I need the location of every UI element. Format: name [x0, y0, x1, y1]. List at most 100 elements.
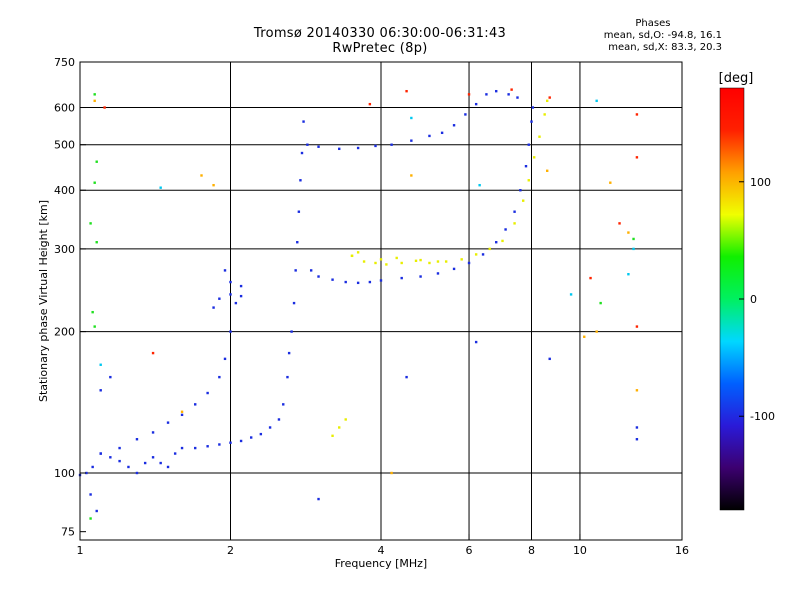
y-tick-label: 400	[54, 184, 75, 197]
data-point	[93, 325, 96, 328]
y-tick-label: 200	[54, 326, 75, 339]
data-point	[223, 269, 227, 272]
data-point	[474, 253, 478, 256]
data-point	[390, 143, 393, 146]
data-point	[488, 247, 491, 251]
x-tick-label: 10	[573, 544, 587, 557]
data-point	[218, 375, 221, 379]
y-tick-label: 600	[54, 102, 75, 115]
data-point	[206, 445, 209, 448]
data-point	[218, 297, 221, 300]
data-point	[374, 144, 377, 148]
data-point	[464, 113, 467, 116]
colorbar-label: [deg]	[719, 71, 754, 86]
data-point	[85, 471, 88, 475]
data-point	[338, 147, 341, 151]
data-point	[516, 96, 519, 99]
data-point	[229, 441, 232, 444]
data-point	[151, 431, 155, 434]
data-point	[618, 222, 621, 225]
data-point	[292, 301, 296, 305]
data-point	[452, 124, 456, 127]
data-point	[419, 258, 422, 262]
data-point	[548, 357, 551, 361]
data-points	[78, 88, 639, 520]
data-point	[166, 421, 170, 424]
data-point	[212, 306, 215, 309]
data-point	[478, 183, 481, 187]
data-point	[299, 179, 302, 182]
data-point	[400, 276, 403, 280]
data-point	[504, 228, 507, 231]
data-point	[362, 260, 366, 263]
data-point	[519, 189, 522, 192]
data-point	[405, 375, 408, 379]
data-point	[507, 93, 510, 96]
data-point	[99, 363, 102, 366]
data-point	[294, 269, 297, 272]
data-point	[635, 426, 639, 429]
colorbar-ticks: 100 0 -100	[739, 176, 775, 423]
data-point	[356, 281, 360, 285]
data-point	[510, 88, 513, 91]
data-point	[635, 156, 639, 159]
phase-stat-o-mode: mean, sd,O: -94.8, 16.1	[603, 30, 722, 41]
phase-colorbar: [deg] 100 0 -100	[719, 71, 775, 511]
data-point	[229, 330, 232, 333]
data-point	[89, 222, 92, 225]
data-point	[495, 241, 498, 244]
data-point	[414, 259, 418, 263]
data-point	[410, 174, 413, 177]
data-point	[180, 446, 184, 450]
data-point	[89, 493, 92, 496]
chart-title: Tromsø 20140330 06:30:00-06:31:43	[253, 26, 507, 41]
phase-stat-x-mode: mean, sd,X: 83.3, 20.3	[608, 42, 722, 53]
data-point	[609, 181, 612, 184]
y-axis-label: Stationary phase Virtual Height [km]	[37, 200, 50, 402]
data-point	[532, 156, 536, 159]
data-point	[474, 340, 478, 344]
data-point	[495, 89, 498, 93]
data-point	[635, 389, 639, 392]
data-point	[229, 280, 232, 284]
data-point	[103, 106, 106, 109]
data-point	[350, 254, 354, 258]
data-point	[632, 237, 635, 241]
data-point	[151, 456, 155, 459]
data-point	[513, 222, 516, 225]
data-point	[452, 267, 456, 271]
data-point	[368, 102, 372, 106]
y-tick-label: 300	[54, 243, 75, 256]
y-tick-label: 100	[54, 467, 75, 480]
data-point	[143, 461, 147, 465]
data-point	[513, 210, 516, 213]
colorbar-tick-label: -100	[750, 410, 775, 423]
data-point	[200, 174, 203, 177]
data-point	[212, 183, 215, 187]
data-point	[338, 426, 341, 429]
data-point	[331, 278, 334, 281]
y-tick-label: 750	[54, 56, 75, 69]
data-point	[297, 210, 301, 213]
data-point	[589, 276, 592, 280]
data-point	[194, 446, 197, 450]
data-point	[436, 272, 440, 275]
data-point	[306, 143, 309, 146]
data-point	[583, 335, 586, 338]
data-point	[234, 301, 238, 305]
data-point	[99, 452, 102, 455]
x-axis-label: Frequency [MHz]	[335, 557, 427, 570]
data-point	[444, 260, 448, 263]
data-point	[635, 438, 639, 441]
data-point	[331, 434, 334, 438]
data-point	[95, 160, 98, 163]
data-point	[379, 279, 383, 282]
data-point	[635, 325, 639, 328]
data-point	[127, 465, 130, 469]
data-point	[627, 231, 630, 234]
data-point	[599, 301, 602, 305]
data-point	[344, 418, 347, 421]
data-point	[344, 280, 347, 284]
